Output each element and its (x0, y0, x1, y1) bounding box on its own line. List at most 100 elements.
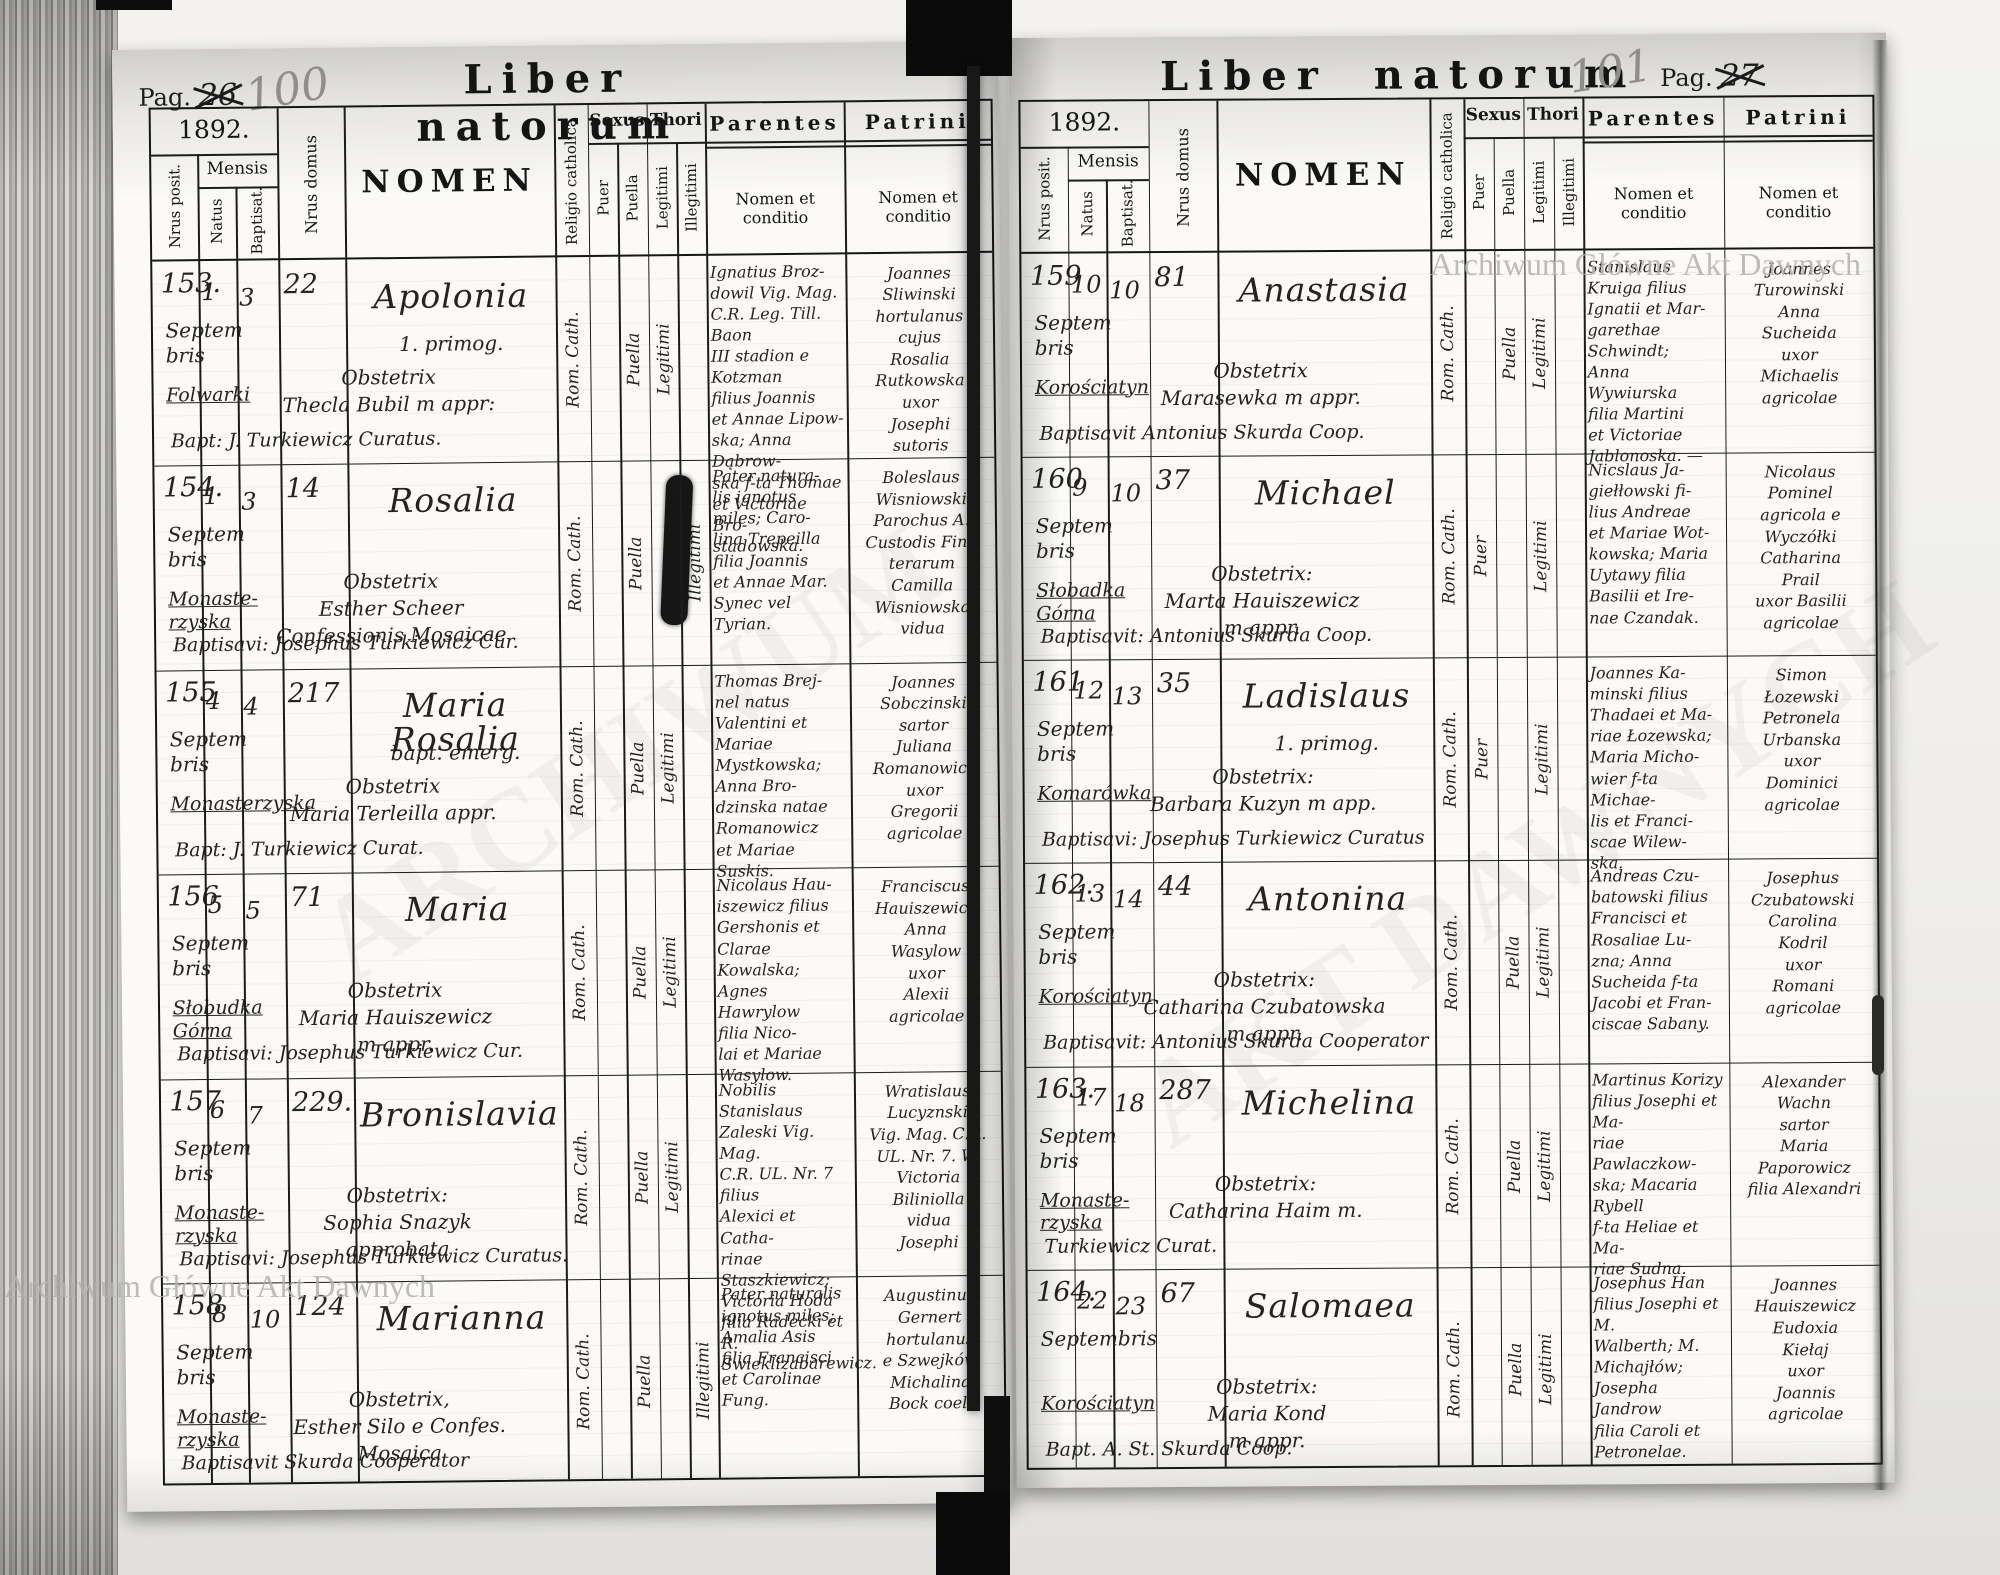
column-header-puella: Puella (623, 174, 642, 222)
name-annotation (1221, 934, 1434, 935)
column-header-thori: Thori (649, 109, 702, 131)
column-header-year: 1892. (177, 114, 250, 145)
name-annotation (355, 1148, 565, 1150)
house-number: 67 (1160, 1277, 1196, 1309)
godparents-entry: Nicolaus Pominel agricola e Wyczółki Cat… (1755, 461, 1847, 633)
sex-entry: Puella (626, 536, 647, 591)
spine-shadow-bottom (936, 1492, 1010, 1575)
sex-entry: Puella (1499, 325, 1520, 380)
parents-entry: Nicslaus Ja- giełłowski fi- lius Andreae… (1588, 459, 1710, 627)
sex-entry: Puella (628, 741, 649, 795)
column-header-baptisat: Baptisat. (1118, 179, 1137, 248)
baptism-day: 4 (243, 692, 259, 721)
child-name: Rosalia (388, 479, 518, 521)
sex-entry: Puella (632, 1150, 653, 1204)
parents-entry: Josephus Han filius Josephi et M. Walber… (1593, 1272, 1719, 1462)
baptizer-note: Turkiewicz Curat. (1044, 1234, 1218, 1258)
house-number: 81 (1154, 261, 1189, 293)
parents-entry: Thomas Brej- nel natus Valentini et Mari… (714, 670, 828, 881)
crossed-page-number: 27 (1720, 58, 1759, 94)
godparents-entry: Joannes Hauiszewicz Eudoxia Kiełaj uxor … (1754, 1274, 1856, 1424)
baptizer-note: Baptisavi: Josephus Turkiewicz Cur. (177, 1039, 524, 1066)
baptizer-note: Baptisavi: Josephus Turkiewicz Curatus. (179, 1244, 569, 1271)
column-header-illegitimi: Illegitimi (681, 163, 701, 232)
midwife-note: Obstetrix Marasewka m appr. (1160, 357, 1361, 410)
name-annotation (1219, 527, 1432, 528)
sex-entry: Puella (634, 1354, 656, 1409)
legitimacy-entry: Legitimi (653, 322, 674, 395)
godparents-entry: Josephus Czubatowski Carolina Kodril uxo… (1750, 868, 1855, 1018)
archive-watermark: Archiwum Główne Akt Dawnych (4, 1268, 436, 1304)
register-table: 1892. Mensis Nrus posit. Natus Baptisat.… (1018, 94, 1883, 1470)
parents-entry: Martinus Korizy filius Josephi et Ma- ri… (1592, 1069, 1723, 1279)
month: Septem bris (167, 521, 245, 572)
house-number: 37 (1155, 464, 1191, 496)
column-header-puer: Puer (1469, 174, 1488, 211)
column-header-legitimi: Legitimi (652, 166, 672, 230)
month: Septem bris (1035, 513, 1114, 563)
legitimacy-entry: Legitimi (659, 936, 681, 1009)
child-name: Marianna (376, 1297, 547, 1339)
religion-entry: Rom. Cath. (564, 515, 586, 613)
baptizer-note: Baptisavi: Josephus Turkiewicz Cur. (172, 630, 519, 657)
midwife-note: Obstetrix: Catharina Haim m. (1168, 1170, 1363, 1223)
child-name: Antonina (1248, 878, 1408, 919)
scan-artifact (1872, 995, 1884, 1075)
name-annotation (1224, 1340, 1437, 1341)
sex-entry: Puer (1472, 738, 1493, 780)
column-header-natus: Natus (207, 198, 227, 245)
midwife-note: Obstetrix Maria Terleilla appr. (289, 773, 497, 826)
parents-entry: Stanislaus Kruiga filius Ignatii et Mar-… (1587, 256, 1706, 466)
baptism-day: 5 (245, 896, 261, 925)
name-annotation (1223, 1137, 1436, 1138)
legitimacy-entry: Legitimi (1534, 1129, 1555, 1202)
column-header-thori: Thori (1527, 104, 1579, 125)
page-number-group: 101 Pag. 27 (1565, 40, 1759, 104)
column-header-nrus-domus: Nrus domus (300, 134, 322, 234)
column-header-year: 1892. (1048, 107, 1121, 137)
child-name: Maria (404, 889, 510, 930)
parents-entry: Andreas Czu- batowski filius Francisci e… (1590, 866, 1712, 1034)
house-number: 35 (1156, 667, 1192, 700)
column-header-nrus-domus: Nrus domus (1172, 127, 1193, 227)
godparents-entry: Simon Łozewski Petronela Urbanska uxor D… (1762, 665, 1842, 814)
column-header-baptisat: Baptisat. (247, 186, 267, 256)
child-name: Salomaea (1244, 1285, 1416, 1326)
sex-entry: Puer (1470, 535, 1492, 577)
name-annotation: 1. primog. (1274, 730, 1380, 756)
parents-entry: Pater naturalis ignotus miles; Amalia As… (720, 1283, 842, 1410)
month: Septem bris (1039, 1122, 1117, 1173)
sex-entry: Puella (623, 332, 645, 386)
book-fore-edge (0, 0, 118, 1575)
child-name: Apolonia (373, 275, 529, 316)
house-number: 22 (283, 268, 319, 300)
pencil-page-number: 101 (1564, 39, 1656, 104)
month: Septembris (1040, 1325, 1157, 1351)
month: Septem bris (176, 1339, 254, 1390)
column-header-nomen-et-conditio: Nomen et conditio (735, 188, 816, 228)
legitimacy-entry: Legitimi (1533, 926, 1554, 998)
baptism-day: 10 (1109, 275, 1140, 304)
scan-artifact (96, 0, 172, 10)
midwife-note: Obstetrix: Barbara Kuzyn m app. (1149, 764, 1377, 817)
baptism-day: 14 (1112, 885, 1144, 914)
column-header-puella: Puella (1499, 168, 1518, 217)
religion-entry: Rom. Cath. (1443, 1320, 1465, 1418)
religion-entry: Rom. Cath. (1440, 711, 1461, 808)
column-header-puer: Puer (593, 180, 613, 217)
legitimacy-entry: Legitimi (1530, 519, 1551, 592)
legitimacy-entry: Legitimi (1529, 316, 1550, 389)
column-header-sexus: Sexus (589, 110, 645, 132)
month: Septem bris (1034, 309, 1112, 360)
baptizer-note: Bapt: J. Turkiewicz Curatus. (170, 427, 442, 452)
baptism-day: 10 (1110, 478, 1142, 508)
legitimacy-entry: Illegitimi (693, 1342, 715, 1421)
sex-entry: Puella (1503, 935, 1524, 990)
month: Septem bris (169, 726, 248, 777)
godparents-entry: Alexander Wachn sartor Maria Paporowicz … (1747, 1071, 1862, 1199)
legitimacy-entry: Legitimi (661, 1140, 683, 1213)
column-header-nomen-et-conditio: Nomen et conditio (1613, 183, 1694, 223)
baptism-day: 3 (238, 283, 255, 312)
archive-watermark: Archiwum Główne Akt Dawnych (1430, 246, 1862, 282)
